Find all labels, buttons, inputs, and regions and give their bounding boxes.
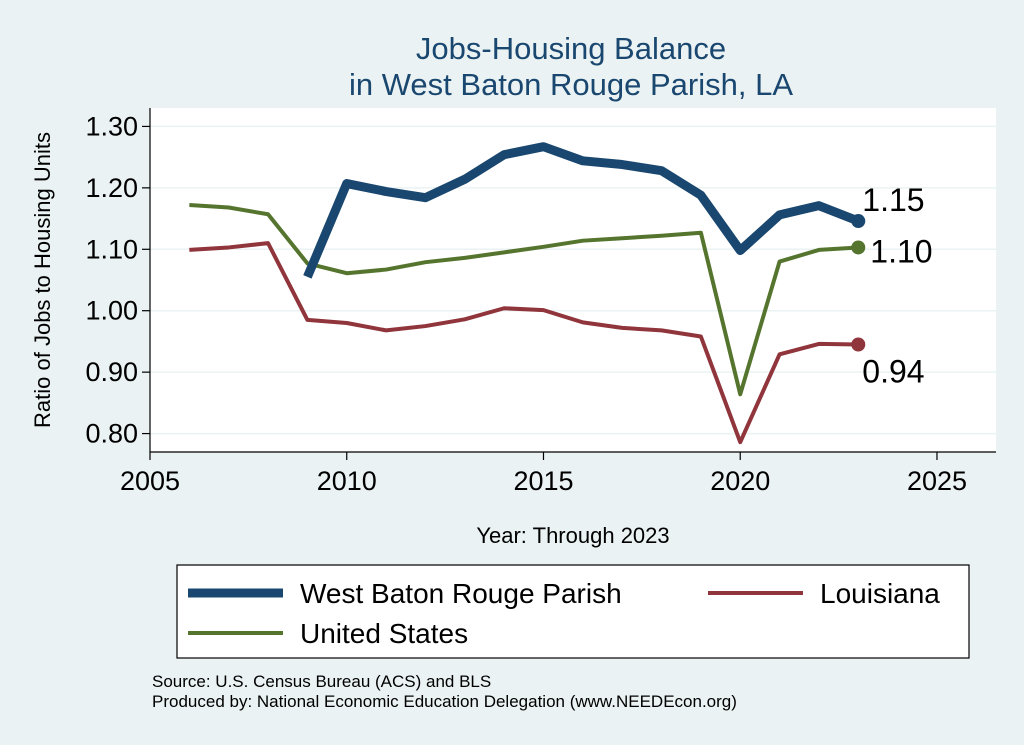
plot-area xyxy=(150,108,996,452)
end-marker-2 xyxy=(851,240,866,255)
source-line: Source: U.S. Census Bureau (ACS) and BLS xyxy=(152,672,491,691)
produced-by-line: Produced by: National Economic Education… xyxy=(152,692,737,711)
legend-label-wbr: West Baton Rouge Parish xyxy=(300,578,622,609)
x-tick-label: 2015 xyxy=(513,466,573,496)
end-label-2: 1.10 xyxy=(870,233,932,269)
end-marker-1 xyxy=(851,337,866,352)
series-line-0 xyxy=(303,142,860,279)
series-line-1 xyxy=(189,241,859,445)
y-tick-label: 0.90 xyxy=(85,357,138,387)
y-ticks: 0.80 0.90 1.00 1.10 1.20 1.30 xyxy=(85,111,150,449)
x-ticks: 2005 2010 2015 2020 2025 xyxy=(120,452,967,496)
grid-lines xyxy=(150,125,996,435)
y-tick-label: 0.80 xyxy=(85,419,138,449)
y-tick-label: 1.30 xyxy=(85,111,138,141)
x-tick-label: 2020 xyxy=(710,466,770,496)
x-axis-label: Year: Through 2023 xyxy=(476,523,669,548)
y-tick-label: 1.00 xyxy=(85,296,138,326)
end-marker-0 xyxy=(851,214,866,229)
x-tick-label: 2025 xyxy=(907,466,967,496)
y-tick-label: 1.10 xyxy=(85,234,138,264)
end-labels: 1.15 0.94 1.10 xyxy=(862,182,932,389)
series-lines xyxy=(189,142,860,445)
series-line-2 xyxy=(189,203,859,397)
legend-label-la: Louisiana xyxy=(820,578,940,609)
end-label-0: 1.15 xyxy=(862,182,924,218)
x-tick-label: 2010 xyxy=(317,466,377,496)
legend: West Baton Rouge Parish Louisiana United… xyxy=(176,564,970,659)
chart-title-line-1: Jobs-Housing Balance xyxy=(416,31,726,66)
legend-label-us: United States xyxy=(300,618,468,649)
end-label-1: 0.94 xyxy=(862,354,924,390)
x-tick-label: 2005 xyxy=(120,466,180,496)
y-tick-label: 1.20 xyxy=(85,173,138,203)
y-axis-label: Ratio of Jobs to Housing Units xyxy=(30,132,55,428)
chart-title-line-2: in West Baton Rouge Parish, LA xyxy=(349,67,793,102)
end-markers xyxy=(851,214,866,352)
legend-box xyxy=(176,564,970,659)
